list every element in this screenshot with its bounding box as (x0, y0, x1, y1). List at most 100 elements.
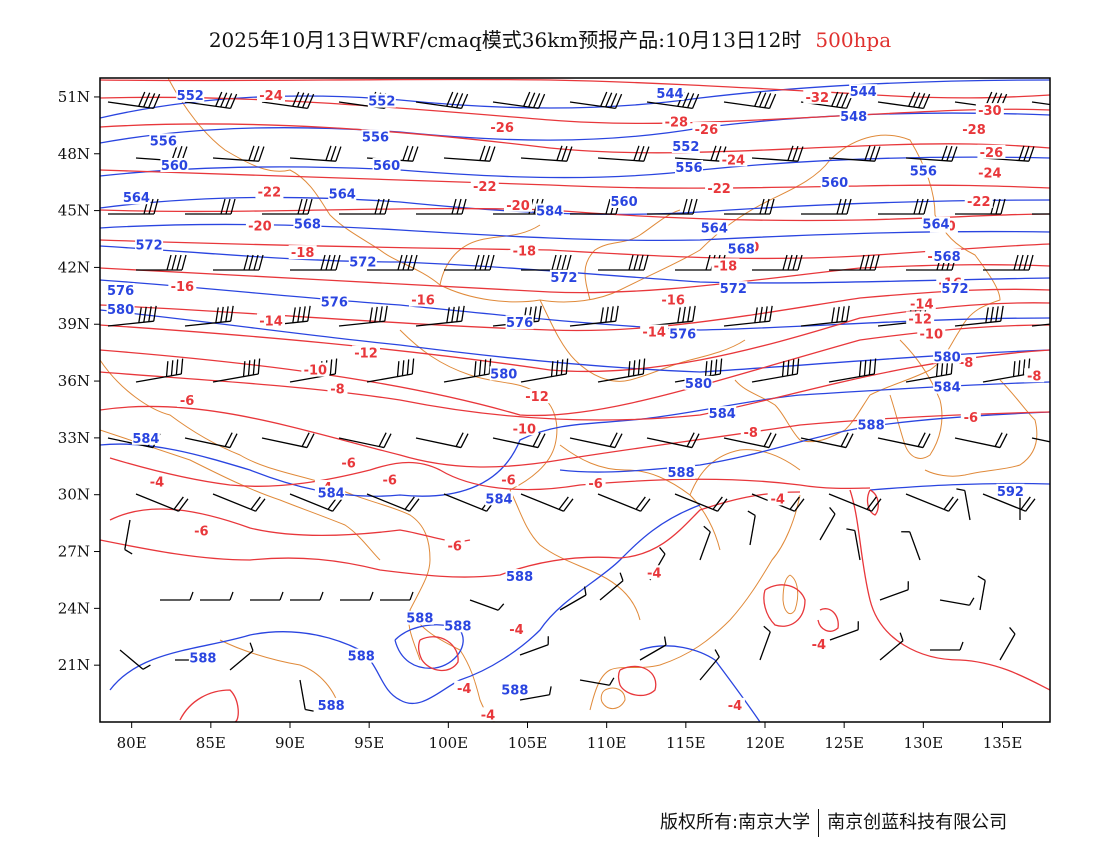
wind-barb (983, 254, 1034, 271)
contour-label-bg (839, 108, 868, 123)
wind-barb (723, 305, 773, 327)
korea-coast (889, 339, 943, 459)
temperature-label: -4 (647, 566, 661, 581)
contour-label-bg (352, 345, 380, 360)
contour-label-bg (506, 622, 527, 637)
contour-label-bg (327, 381, 348, 396)
height-label: 568 (934, 250, 961, 265)
height-label: 572 (941, 282, 968, 297)
contour-label-bg (372, 158, 401, 173)
contour-label-bg (535, 203, 564, 218)
wind-barb (901, 531, 921, 561)
contour-label-bg (933, 379, 962, 394)
wind-barb (1032, 213, 1050, 215)
coastline (589, 494, 801, 711)
lat-tick-label: 51N (58, 88, 90, 106)
wind-barb (905, 493, 959, 512)
temp-contour-4-island2 (763, 584, 806, 627)
south-boundary (219, 639, 341, 711)
temperature-label: -28 (962, 123, 986, 138)
wind-barb (289, 145, 342, 162)
copyright: 版权所有:南京大学 南京创蓝科技有限公司 (660, 808, 1007, 837)
taiwan (782, 574, 799, 615)
wind-barb (135, 358, 184, 383)
wind-barb (366, 493, 420, 512)
wind-barb (559, 586, 587, 611)
wind-barb (212, 145, 265, 162)
wind-barb (519, 636, 549, 656)
contour-label-bg (409, 292, 437, 307)
lat-tick-label: 27N (58, 543, 90, 561)
temp-contour-4-south (100, 491, 801, 578)
temperature-label: -6 (447, 540, 461, 555)
height-label: 576 (506, 316, 533, 331)
contour-label-bg (656, 86, 684, 101)
contour-label-bg (510, 243, 539, 258)
temp-contour-4-island4 (817, 608, 839, 632)
temperature-label: -16 (411, 294, 435, 309)
wind-barb (846, 528, 861, 561)
contour-label-bg (489, 366, 518, 381)
lat-tick-label: 24N (58, 599, 90, 617)
contour-label-bg (188, 650, 217, 665)
contour-label-bg (1024, 368, 1045, 383)
contour-label-bg (960, 122, 988, 137)
axis-ticks: 80E 85E 90E 95E 100E 105E 110E 115E 120E 125E 130E… (58, 88, 1023, 752)
wind-barb (229, 642, 254, 671)
contour-label-bg (667, 464, 696, 479)
wind-barb (261, 91, 315, 110)
copyright-left: 版权所有:南京大学 (660, 812, 811, 833)
temperature-label: -6 (588, 477, 602, 492)
wind-barb (416, 198, 467, 215)
temperature-label: -22 (967, 195, 991, 210)
wind-barb (724, 198, 775, 215)
contour-label-bg (488, 120, 517, 135)
wind-barb (599, 572, 624, 601)
height-label: 552 (177, 89, 204, 104)
wind-barb (299, 679, 314, 712)
wind-barb (752, 254, 803, 271)
contour-label-bg (684, 375, 713, 390)
contour-label-bg (922, 216, 950, 231)
temperature-label: -16 (661, 294, 685, 309)
height-label: 556 (910, 165, 937, 180)
wind-barb (828, 493, 882, 512)
temperature-label: -6 (501, 473, 515, 488)
japan-coast (924, 379, 1038, 477)
height-label: 544 (850, 85, 877, 100)
height-label: 560 (611, 195, 638, 210)
wind-barb (135, 493, 189, 512)
height-label: 588 (668, 466, 695, 481)
wind-barb (213, 254, 264, 271)
height-label: 568 (728, 242, 755, 257)
contour-label-bg (367, 93, 396, 108)
contour-label-bg (977, 144, 1006, 159)
temperature-label: -20 (248, 220, 272, 235)
pressure-level-label: 500hpa (815, 28, 892, 52)
height-label: 588 (406, 612, 433, 627)
lat-tick-label: 48N (58, 145, 90, 163)
wind-barb (469, 599, 505, 611)
contour-label-bg (549, 269, 578, 284)
contour-label-bg (191, 523, 212, 538)
contour-label-bg (498, 472, 519, 487)
wind-barb (1031, 437, 1050, 449)
lon-tick-label: 80E (117, 734, 147, 752)
temperature-label: -18 (714, 259, 738, 274)
temperature-label: -14 (259, 314, 283, 329)
temp-contour-4-island3 (418, 636, 459, 672)
contour-label-bg (767, 491, 788, 506)
wind-barb (250, 591, 284, 601)
height-label: 544 (656, 87, 683, 102)
contour-label-bg (301, 362, 330, 377)
height-label: 588 (506, 570, 533, 585)
wind-barb (877, 91, 931, 110)
wind-barb (520, 493, 574, 512)
contour-label-bg (808, 637, 829, 652)
temp-contour-6 (100, 405, 1050, 468)
contour-label-bg (338, 455, 359, 470)
lat-tick-label: 36N (58, 372, 90, 390)
wind-barb (674, 493, 728, 512)
lat-tick-label: 39N (58, 315, 90, 333)
temperature-label: -22 (473, 180, 497, 195)
